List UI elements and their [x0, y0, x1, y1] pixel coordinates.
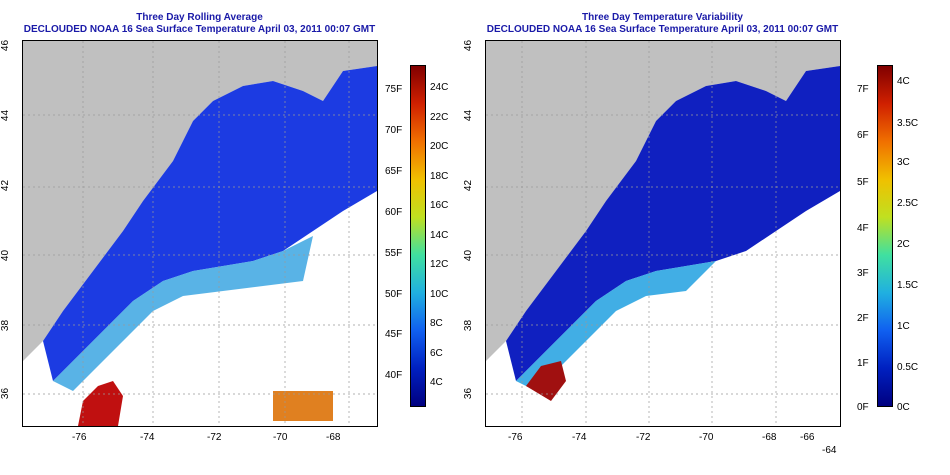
- right-lon-64: -64: [822, 445, 837, 456]
- right-lat-46: 46: [463, 39, 475, 52]
- right-cbar-f6: 6F: [857, 130, 869, 141]
- left-title: Three Day Rolling Average DECLOUDED NOAA…: [22, 12, 377, 36]
- left-lat-42: 42: [0, 179, 12, 192]
- left-cbar-c8: 8C: [430, 318, 443, 329]
- right-lon-74: -74: [572, 432, 587, 443]
- right-cbar-c0.5: 0.5C: [897, 362, 919, 373]
- land-mass: [486, 41, 840, 361]
- right-colorbar: [877, 65, 893, 407]
- right-lat-38: 38: [463, 319, 475, 332]
- right-title-line2: DECLOUDED NOAA 16 Sea Surface Temperatur…: [486, 24, 839, 35]
- right-cbar-c2.5: 2.5C: [897, 198, 919, 209]
- right-lat-40: 40: [463, 249, 475, 262]
- right-lat-36: 36: [463, 387, 475, 400]
- right-cbar-f5: 5F: [857, 177, 869, 188]
- left-cbar-f40: 40F: [385, 370, 403, 381]
- right-cbar-c1: 1C: [897, 321, 910, 332]
- land-mass: [23, 41, 377, 361]
- right-cbar-c3: 3C: [897, 157, 910, 168]
- left-cbar-c6: 6C: [430, 348, 443, 359]
- right-title-line1: Three Day Temperature Variability: [582, 12, 743, 23]
- left-lon-72: -72: [207, 432, 222, 443]
- right-cbar-c4: 4C: [897, 76, 910, 87]
- left-cbar-c12: 12C: [430, 259, 449, 270]
- right-cbar-f3: 3F: [857, 268, 869, 279]
- right-lon-70: -70: [699, 432, 714, 443]
- left-cbar-f55: 55F: [385, 248, 403, 259]
- left-lon-68: -68: [326, 432, 341, 443]
- warm-water: [78, 381, 123, 426]
- left-title-line2: DECLOUDED NOAA 16 Sea Surface Temperatur…: [23, 24, 376, 35]
- left-title-line1: Three Day Rolling Average: [136, 12, 263, 23]
- left-lon-74: -74: [140, 432, 155, 443]
- left-lat-46: 46: [0, 39, 12, 52]
- right-cbar-f0: 0F: [857, 402, 869, 413]
- right-title: Three Day Temperature Variability DECLOU…: [485, 12, 840, 36]
- cold-water: [43, 66, 377, 381]
- right-cbar-c3.5: 3.5C: [897, 118, 919, 129]
- left-lat-38: 38: [0, 319, 12, 332]
- right-lon-68: -68: [762, 432, 777, 443]
- left-lat-44: 44: [0, 109, 12, 122]
- left-cbar-f75: 75F: [385, 84, 403, 95]
- warm-patch: [273, 391, 333, 421]
- left-cbar-f50: 50F: [385, 289, 403, 300]
- left-map-svg: [23, 41, 377, 426]
- right-cbar-f2: 2F: [857, 313, 869, 324]
- left-cbar-f65: 65F: [385, 166, 403, 177]
- high-var-water: [526, 361, 566, 401]
- right-cbar-c0: 0C: [897, 402, 910, 413]
- right-lon-76: -76: [508, 432, 523, 443]
- left-cbar-f70: 70F: [385, 125, 403, 136]
- left-lon-70: -70: [273, 432, 288, 443]
- left-cbar-c16: 16C: [430, 200, 449, 211]
- right-lat-42: 42: [463, 179, 475, 192]
- left-cbar-c18: 18C: [430, 171, 449, 182]
- left-cbar-c24: 24C: [430, 82, 449, 93]
- right-map-svg: [486, 41, 840, 426]
- left-cbar-f45: 45F: [385, 329, 403, 340]
- right-cbar-f4: 4F: [857, 223, 869, 234]
- right-lon-72: -72: [636, 432, 651, 443]
- left-cbar-c10: 10C: [430, 289, 449, 300]
- left-cbar-c4: 4C: [430, 377, 443, 388]
- left-cbar-c22: 22C: [430, 112, 449, 123]
- left-lon-76: -76: [72, 432, 87, 443]
- left-map: [22, 40, 378, 427]
- right-cbar-c1.5: 1.5C: [897, 280, 919, 291]
- mid-var-water: [516, 261, 716, 391]
- right-cbar-f1: 1F: [857, 358, 869, 369]
- right-lon-66: -66: [800, 432, 815, 443]
- right-lat-44: 44: [463, 109, 475, 122]
- left-cbar-c14: 14C: [430, 230, 449, 241]
- left-cbar-c20: 20C: [430, 141, 449, 152]
- right-cbar-f7: 7F: [857, 84, 869, 95]
- mid-water: [53, 236, 313, 391]
- low-var-water: [506, 66, 840, 381]
- left-colorbar: [410, 65, 426, 407]
- left-lat-36: 36: [0, 387, 12, 400]
- right-map: [485, 40, 841, 427]
- right-cbar-c2: 2C: [897, 239, 910, 250]
- left-cbar-f60: 60F: [385, 207, 403, 218]
- left-lat-40: 40: [0, 249, 12, 262]
